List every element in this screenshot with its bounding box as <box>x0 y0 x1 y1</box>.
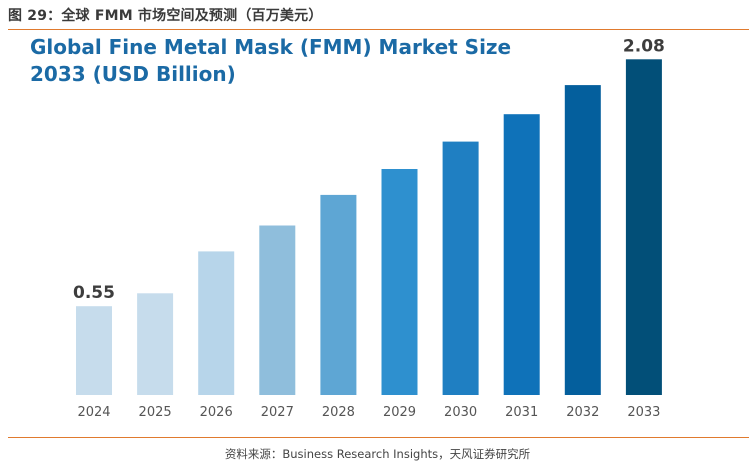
bar-2026 <box>198 251 235 395</box>
x-tick-2027: 2027 <box>261 405 294 420</box>
bar-2033 <box>625 59 662 396</box>
chart-title-line-2: 2033 (USD Billion) <box>30 62 236 86</box>
figure-caption: 图 29：全球 FMM 市场空间及预测（百万美元） <box>8 8 323 24</box>
source-note: 资料来源：Business Research Insights，天风证券研究所 <box>224 447 531 461</box>
x-tick-2033: 2033 <box>627 405 660 420</box>
x-tick-2026: 2026 <box>200 405 233 420</box>
chart-title: Global Fine Metal Mask (FMM) Market Size… <box>30 34 511 88</box>
bar-2031 <box>503 114 540 395</box>
x-tick-2028: 2028 <box>322 405 355 420</box>
bar-2030 <box>442 141 479 395</box>
bar-2028 <box>320 194 357 395</box>
x-tick-2032: 2032 <box>566 405 599 420</box>
bottom-divider <box>8 437 749 438</box>
x-tick-2031: 2031 <box>505 405 538 420</box>
bar-2027 <box>259 225 296 395</box>
x-tick-2030: 2030 <box>444 405 477 420</box>
bar-2032 <box>564 85 601 395</box>
data-labels: 0.55 2.08 <box>73 36 665 303</box>
bar-2025 <box>137 293 174 395</box>
x-tick-2029: 2029 <box>383 405 416 420</box>
bar-2024 <box>76 306 112 395</box>
x-tick-2024: 2024 <box>77 405 110 420</box>
data-label-2033: 2.08 <box>623 36 665 56</box>
x-tick-labels: 2024 2025 2026 2027 2028 2029 2030 2031 2032 2033 <box>77 405 660 420</box>
data-label-2024: 0.55 <box>73 283 115 303</box>
bars-group <box>76 59 662 396</box>
bar-2029 <box>381 169 418 395</box>
x-tick-2025: 2025 <box>139 405 172 420</box>
chart-title-line-1: Global Fine Metal Mask (FMM) Market Size <box>30 35 512 59</box>
top-divider <box>8 29 749 30</box>
